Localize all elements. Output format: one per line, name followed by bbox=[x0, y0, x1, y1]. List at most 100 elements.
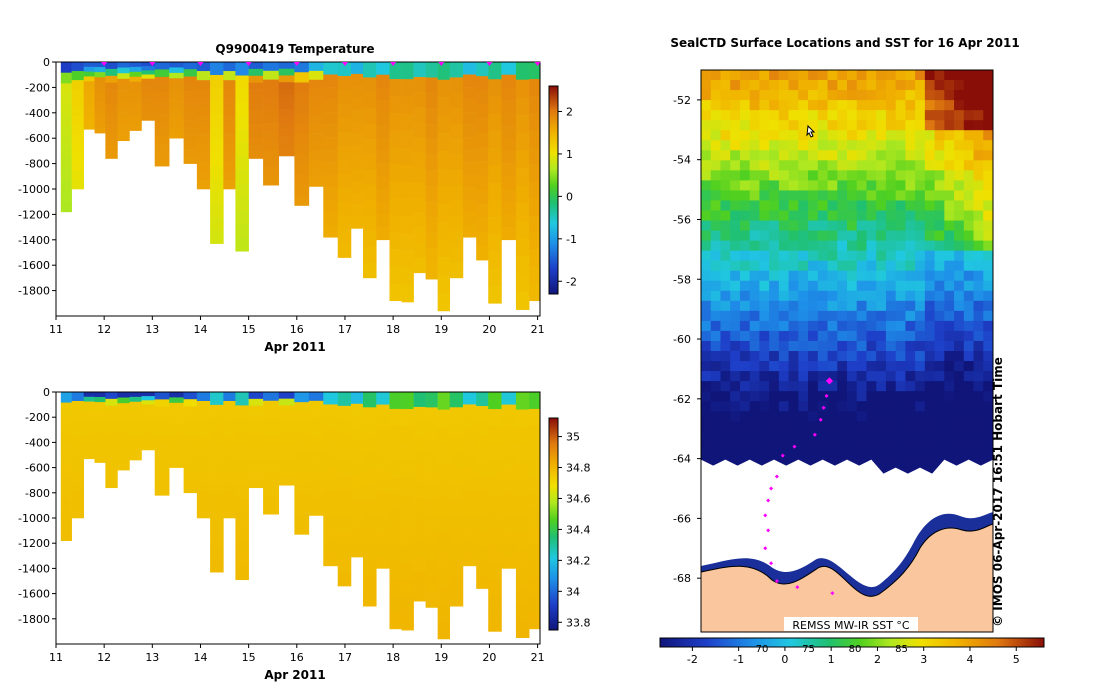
sst-cell bbox=[963, 280, 975, 292]
sst-cell bbox=[876, 320, 887, 332]
sst-cell bbox=[876, 361, 887, 372]
section-cell bbox=[117, 464, 130, 471]
section-cell bbox=[437, 204, 451, 223]
sst-cell bbox=[808, 300, 819, 312]
sst-cell bbox=[866, 371, 877, 382]
section-cell bbox=[71, 509, 84, 519]
sst-cell bbox=[710, 220, 722, 232]
section-cell bbox=[129, 91, 142, 97]
sst-cell bbox=[963, 110, 975, 121]
section-cell bbox=[529, 147, 541, 165]
section-cell bbox=[294, 483, 310, 494]
section-cell bbox=[425, 217, 438, 233]
y-tick-label: -800 bbox=[25, 158, 50, 171]
sst-cell bbox=[934, 330, 945, 342]
profile-marker bbox=[438, 62, 445, 66]
sst-cell bbox=[749, 120, 760, 131]
sst-cell bbox=[710, 180, 722, 192]
sst-cell bbox=[720, 170, 731, 181]
sst-cell bbox=[895, 381, 906, 392]
section-cell bbox=[488, 597, 502, 615]
sst-cell bbox=[837, 290, 848, 302]
sst-cell bbox=[876, 391, 887, 402]
sst-cell bbox=[954, 190, 965, 202]
sst-cell bbox=[924, 70, 936, 81]
sst-cell bbox=[973, 451, 984, 462]
colorbar-tick-label: 0 bbox=[566, 190, 573, 203]
section-cell bbox=[389, 561, 402, 579]
sst-cell bbox=[944, 130, 955, 141]
sst-cell bbox=[808, 391, 819, 402]
sst-cell bbox=[710, 421, 722, 432]
sst-cell bbox=[915, 371, 926, 382]
section-cell bbox=[141, 396, 156, 401]
section-cell bbox=[129, 81, 142, 87]
section-cell bbox=[462, 503, 477, 517]
section-cell bbox=[363, 453, 377, 469]
sst-cell bbox=[769, 140, 780, 151]
sst-cell bbox=[788, 150, 799, 161]
sst-cell bbox=[778, 140, 790, 151]
sst-top-label: 75 bbox=[802, 644, 815, 655]
section-cell bbox=[337, 489, 352, 504]
sst-cell bbox=[730, 401, 741, 412]
salinity-xlabel: Apr 2011 bbox=[264, 668, 325, 682]
sst-cell bbox=[798, 240, 809, 252]
sst-cell bbox=[944, 190, 955, 202]
section-cell bbox=[278, 425, 295, 433]
profile-marker bbox=[197, 62, 204, 66]
section-cell bbox=[363, 468, 377, 485]
section-cell bbox=[337, 502, 352, 518]
sst-cell bbox=[915, 190, 926, 202]
sst-cell bbox=[934, 411, 945, 422]
sst-cell bbox=[915, 401, 926, 412]
sst-cell bbox=[739, 140, 751, 151]
sst-cell bbox=[934, 451, 945, 462]
sst-cell bbox=[730, 120, 741, 131]
sst-cell bbox=[944, 230, 955, 242]
sst-cell bbox=[885, 200, 897, 212]
section-cell bbox=[437, 275, 451, 294]
sst-cell bbox=[701, 381, 712, 392]
section-cell bbox=[401, 579, 414, 597]
sst-cell bbox=[973, 401, 984, 412]
seal-track bbox=[763, 377, 835, 596]
sst-cell bbox=[934, 401, 945, 412]
sst-cell bbox=[856, 401, 868, 412]
sst-cell bbox=[827, 120, 838, 131]
section-cell bbox=[449, 185, 464, 202]
sst-cell bbox=[944, 110, 955, 121]
sst-tick-label: 1 bbox=[828, 653, 835, 666]
section-cell bbox=[515, 274, 530, 293]
section-cell bbox=[401, 96, 414, 114]
section-cell bbox=[323, 99, 339, 113]
sst-cell bbox=[769, 80, 780, 91]
sst-cell bbox=[954, 381, 965, 392]
section-cell bbox=[501, 455, 517, 468]
section-cell bbox=[129, 66, 142, 73]
track-point bbox=[763, 513, 768, 518]
sst-cell bbox=[895, 401, 906, 412]
section-cell bbox=[462, 187, 477, 201]
section-cell bbox=[117, 425, 130, 432]
profile-marker bbox=[245, 62, 252, 66]
sst-cell bbox=[973, 411, 984, 422]
sst-cell bbox=[983, 80, 993, 91]
sst-cell bbox=[710, 80, 722, 91]
section-cell bbox=[323, 441, 339, 455]
section-cell bbox=[401, 113, 414, 131]
sst-cell bbox=[749, 340, 760, 352]
section-cell bbox=[94, 72, 106, 78]
section-cell bbox=[248, 453, 264, 461]
section-cell bbox=[196, 464, 211, 474]
section-cell bbox=[515, 203, 530, 222]
sst-cell bbox=[924, 140, 936, 151]
sst-cell bbox=[924, 250, 936, 262]
sst-cell bbox=[778, 120, 790, 131]
sst-cell bbox=[924, 180, 936, 192]
section-cell bbox=[389, 96, 402, 114]
sst-cell bbox=[885, 361, 897, 372]
sst-cell bbox=[701, 351, 712, 362]
section-cell bbox=[529, 181, 541, 199]
section-cell bbox=[196, 98, 211, 108]
